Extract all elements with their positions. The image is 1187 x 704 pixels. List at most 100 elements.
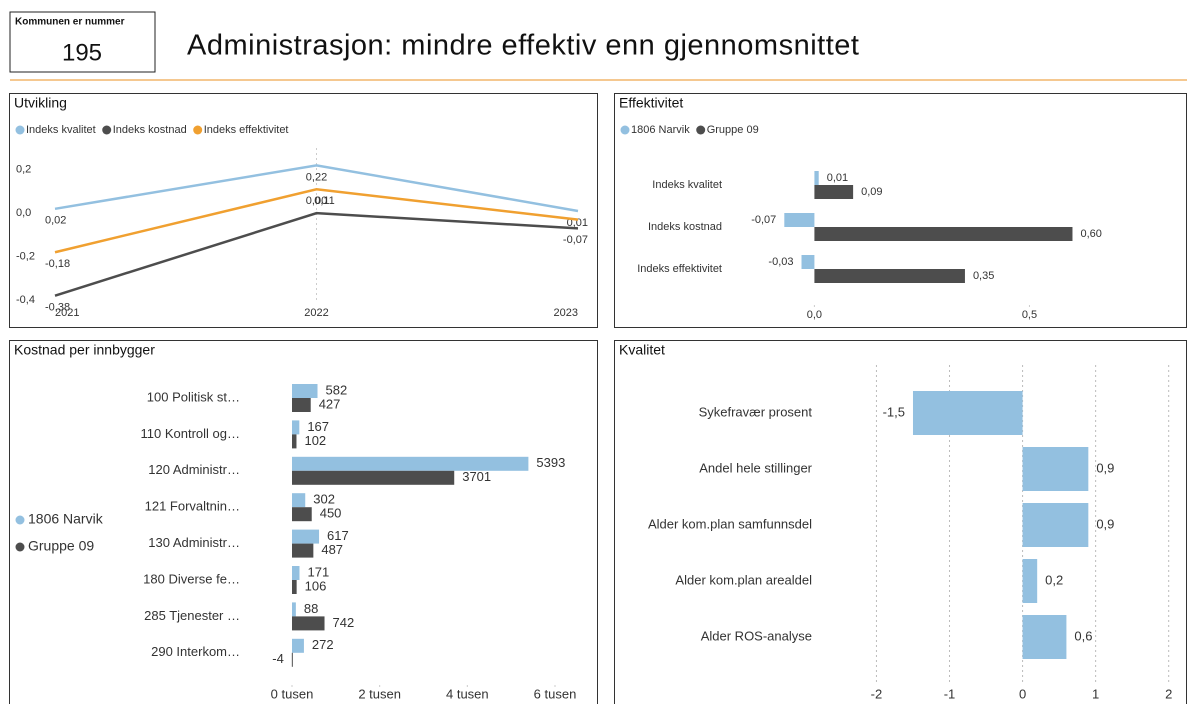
x-tick-label: -1 <box>944 686 956 701</box>
data-label: 0,2 <box>1045 572 1063 587</box>
x-tick-label: 0,0 <box>807 309 822 321</box>
bar <box>292 602 296 617</box>
data-label: 427 <box>319 396 341 411</box>
data-label: -0,18 <box>45 258 70 270</box>
bar <box>292 493 306 508</box>
bar <box>801 255 815 269</box>
bar <box>912 391 1023 435</box>
x-tick-label: 0,5 <box>1022 309 1037 321</box>
data-label: 0,11 <box>314 195 335 207</box>
y-tick-label: 0,2 <box>16 164 31 176</box>
panel <box>9 93 598 328</box>
bar <box>292 580 297 594</box>
bar <box>814 171 819 185</box>
category-label: 110 Kontroll og… <box>141 426 241 441</box>
data-label: 0,35 <box>973 270 994 282</box>
data-label: 302 <box>313 492 335 507</box>
y-tick-label: -0,2 <box>16 250 35 262</box>
data-label: -4 <box>272 651 284 666</box>
rank-label: Kommunen er nummer <box>15 17 125 28</box>
data-label: 272 <box>312 637 334 652</box>
category-label: 121 Forvaltnin… <box>145 499 240 514</box>
data-label: 0,6 <box>1074 628 1092 643</box>
bar <box>814 227 1073 241</box>
panel-title: Effektivitet <box>619 95 683 111</box>
x-tick-label: 2021 <box>55 307 79 319</box>
legend-swatch <box>696 125 706 135</box>
data-label: 102 <box>304 433 326 448</box>
data-label: 617 <box>327 528 349 543</box>
data-label: 0,9 <box>1096 460 1114 475</box>
bar <box>1022 503 1089 547</box>
data-label: 742 <box>333 615 355 630</box>
data-label: 0,09 <box>861 186 882 198</box>
data-label: 3701 <box>462 469 491 484</box>
x-tick-label: -2 <box>871 686 883 701</box>
y-tick-label: 0,0 <box>16 207 31 219</box>
data-label: 0,01 <box>827 172 848 184</box>
category-label: Alder kom.plan samfunnsdel <box>648 516 812 531</box>
x-tick-label: 2022 <box>304 307 328 319</box>
x-tick-label: 0 <box>1019 686 1026 701</box>
data-label: 0,00 <box>306 195 327 207</box>
legend-label: 1806 Narvik <box>631 124 690 136</box>
data-label: 450 <box>320 506 342 521</box>
data-label: -1,5 <box>883 404 905 419</box>
bar <box>292 420 300 435</box>
legend-label: Indeks effektivitet <box>204 124 289 136</box>
page-title: Administrasjon: mindre effektiv enn gjen… <box>187 30 859 62</box>
category-label: Indeks effektivitet <box>637 263 722 275</box>
bar <box>292 507 312 522</box>
y-tick-label: -0,4 <box>16 294 35 306</box>
category-label: Andel hele stillinger <box>699 460 812 475</box>
data-label: 106 <box>305 578 327 593</box>
bar <box>292 456 529 471</box>
data-label: 88 <box>304 601 318 616</box>
series-line <box>54 187 579 254</box>
category-label: Sykefravær prosent <box>699 404 813 419</box>
category-label: 290 Interkom… <box>151 644 240 659</box>
data-label: 582 <box>326 382 348 397</box>
panel <box>9 340 598 704</box>
data-label: 5393 <box>536 455 565 470</box>
panel-title: Kvalitet <box>619 342 665 358</box>
x-tick-label: 2023 <box>554 307 578 319</box>
x-tick-label: 4 tusen <box>446 686 489 701</box>
legend-swatch <box>15 515 25 525</box>
bar <box>292 543 314 558</box>
bar <box>814 185 854 199</box>
legend-swatch <box>102 125 112 135</box>
x-tick-label: 2 <box>1165 686 1172 701</box>
category-label: Indeks kostnad <box>648 221 722 233</box>
data-label: -0,03 <box>768 256 793 268</box>
panel-title: Utvikling <box>14 95 67 111</box>
bar <box>292 470 455 485</box>
data-label: 0,02 <box>45 215 66 227</box>
legend-swatch <box>15 542 25 552</box>
series-line <box>54 164 579 213</box>
category-label: 130 Administr… <box>148 535 240 550</box>
panel-title: Kostnad per innbygger <box>14 342 155 358</box>
bar <box>292 398 311 412</box>
bar <box>292 566 300 580</box>
x-tick-label: 0 tusen <box>271 686 314 701</box>
bar <box>1022 447 1089 491</box>
legend-label: Gruppe 09 <box>707 124 759 136</box>
data-label: 0,60 <box>1080 228 1101 240</box>
data-label: 0,22 <box>306 171 327 183</box>
bar <box>292 638 304 653</box>
category-label: 120 Administr… <box>148 462 240 477</box>
x-tick-label: 2 tusen <box>358 686 401 701</box>
bar <box>292 616 325 631</box>
category-label: Indeks kvalitet <box>652 179 722 191</box>
bar <box>1022 615 1067 659</box>
data-label: -0,38 <box>45 302 70 314</box>
rank-number: 195 <box>62 39 102 66</box>
legend-label: Indeks kvalitet <box>26 124 96 136</box>
category-label: 180 Diverse fe… <box>143 571 240 586</box>
data-label: -0,07 <box>563 234 588 246</box>
bar <box>292 384 318 398</box>
data-label: 0,9 <box>1096 516 1114 531</box>
rank-box <box>9 11 156 73</box>
